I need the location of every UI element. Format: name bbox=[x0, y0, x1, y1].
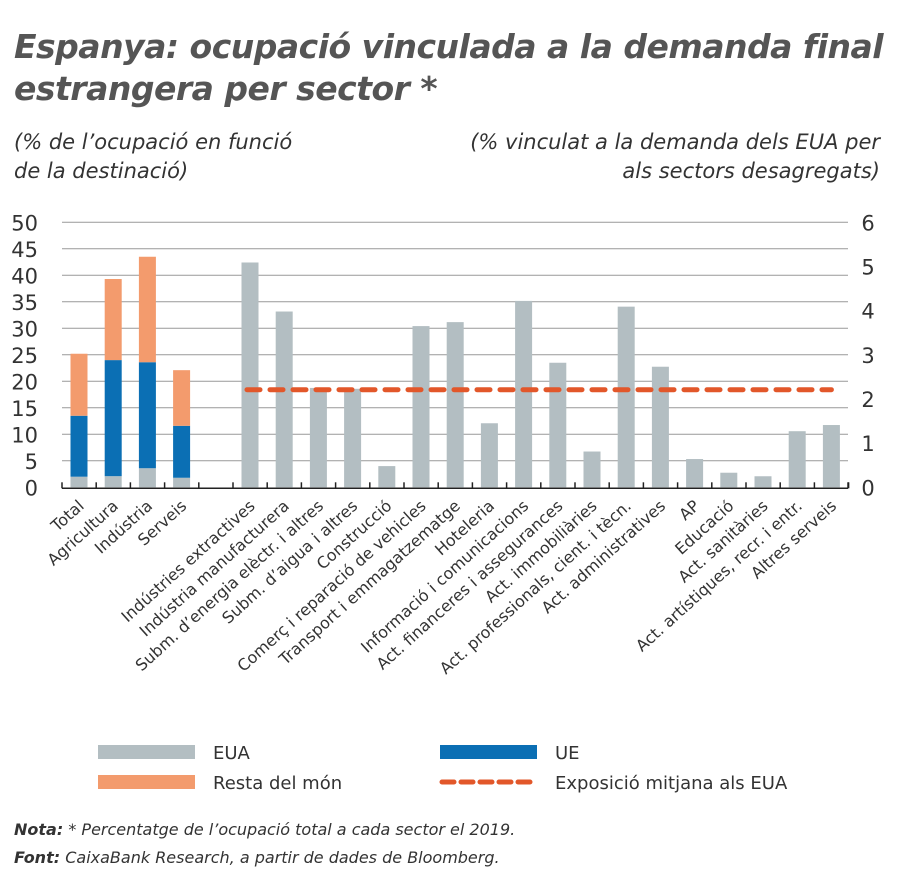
right-tick-label: 2 bbox=[861, 388, 874, 412]
bar-eua bbox=[173, 477, 191, 488]
legend-swatch bbox=[98, 745, 195, 759]
left-tick-label: 50 bbox=[11, 211, 38, 235]
right-tick-label: 6 bbox=[861, 211, 874, 235]
legend-label: UE bbox=[555, 743, 580, 764]
bar-sector bbox=[378, 466, 396, 488]
bar-sector bbox=[617, 306, 635, 488]
chart-title: Espanya: ocupació vinculada a la demanda… bbox=[14, 27, 884, 108]
bar-sector bbox=[720, 472, 738, 488]
left-tick-label: 0 bbox=[25, 476, 38, 500]
subtitle-right: (% vinculat a la demanda dels EUA per al… bbox=[470, 130, 880, 183]
bar-sector bbox=[583, 451, 601, 488]
bar-sector bbox=[480, 423, 498, 488]
source-label: Font: bbox=[14, 848, 61, 867]
legend-label: Resta del món bbox=[213, 773, 342, 794]
bar-sector bbox=[344, 388, 362, 488]
bar-sector bbox=[754, 476, 772, 488]
bar-sector bbox=[549, 362, 567, 488]
right-tick-label: 1 bbox=[861, 432, 874, 456]
bar-sector bbox=[446, 322, 464, 488]
bar-resta-del-món bbox=[173, 370, 191, 426]
right-tick-label: 3 bbox=[861, 344, 874, 368]
left-tick-label: 35 bbox=[11, 291, 38, 315]
bar-sector bbox=[412, 326, 430, 488]
source-text: CaixaBank Research, a partir de dades de… bbox=[65, 848, 500, 867]
left-tick-label: 40 bbox=[11, 264, 38, 288]
right-tick-label: 4 bbox=[861, 300, 874, 324]
bar-ue bbox=[70, 415, 88, 477]
left-tick-label: 5 bbox=[25, 450, 38, 474]
bar-resta-del-món bbox=[104, 279, 122, 361]
left-tick-label: 25 bbox=[11, 344, 38, 368]
subtitle-left: (% de l’ocupació en funció de la destina… bbox=[14, 130, 293, 183]
bar-ue bbox=[104, 360, 122, 477]
bar-sector bbox=[651, 366, 669, 488]
bar-resta-del-món bbox=[138, 256, 156, 363]
bar-ue bbox=[138, 362, 156, 469]
bar-eua bbox=[138, 468, 156, 488]
bar-sector bbox=[275, 311, 293, 488]
bar-sector bbox=[686, 459, 704, 488]
bar-sector bbox=[515, 300, 533, 488]
left-tick-label: 10 bbox=[11, 423, 38, 447]
left-tick-label: 20 bbox=[11, 370, 38, 394]
left-tick-label: 45 bbox=[11, 238, 38, 262]
legend-label: Exposició mitjana als EUA bbox=[555, 773, 788, 794]
note-text: * Percentatge de l’ocupació total a cada… bbox=[68, 820, 516, 839]
note: Nota: * Percentatge de l’ocupació total … bbox=[14, 820, 515, 839]
bar-sector bbox=[241, 262, 259, 488]
bar-sector bbox=[309, 387, 327, 488]
bar-resta-del-món bbox=[70, 353, 88, 416]
bar-eua bbox=[104, 476, 122, 488]
bar-sector bbox=[788, 431, 806, 488]
bar-ue bbox=[173, 425, 191, 478]
legend-swatch bbox=[98, 775, 195, 789]
right-tick-label: 5 bbox=[861, 255, 874, 279]
left-tick-label: 30 bbox=[11, 317, 38, 341]
legend-swatch bbox=[440, 745, 537, 759]
note-label: Nota: bbox=[14, 820, 64, 839]
source: Font: CaixaBank Research, a partir de da… bbox=[14, 848, 500, 867]
left-tick-label: 15 bbox=[11, 397, 38, 421]
bar-sector bbox=[822, 425, 840, 488]
bar-eua bbox=[70, 476, 88, 488]
legend-label: EUA bbox=[213, 743, 251, 764]
right-tick-label: 0 bbox=[861, 476, 874, 500]
